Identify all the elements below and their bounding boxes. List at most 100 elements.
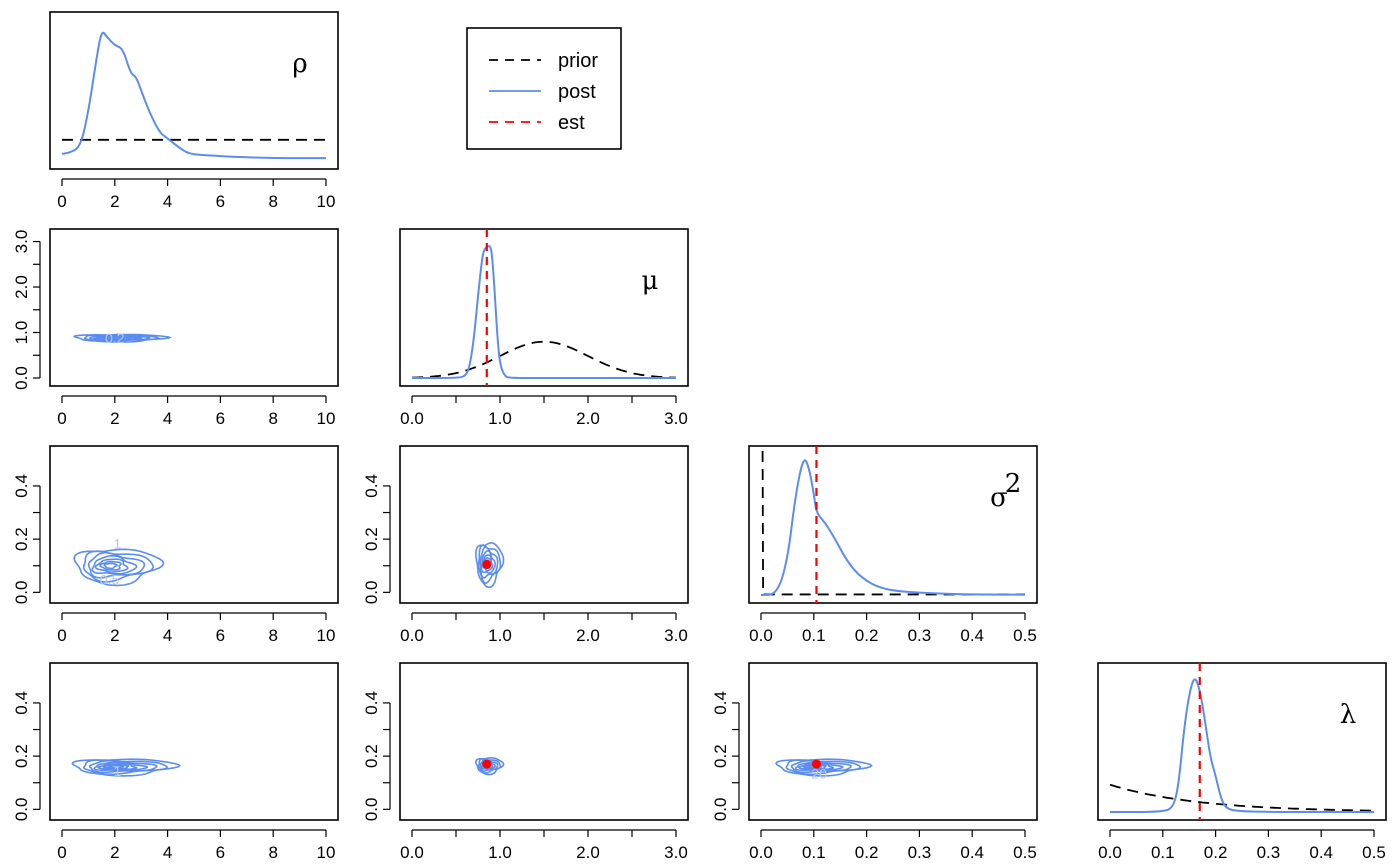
x-tick-label: 0.0: [749, 843, 773, 862]
contour-line: [91, 554, 138, 575]
x-tick-label: 3.0: [664, 843, 688, 862]
posterior-curve: [1110, 678, 1374, 813]
prior-curve: [411, 340, 677, 379]
x-tick-label: 3.0: [664, 626, 688, 645]
estimate-point: [482, 559, 492, 569]
x-tick-label: 0.5: [1013, 843, 1037, 862]
contour-label: 1: [114, 763, 122, 779]
x-tick-label: 10: [317, 843, 336, 862]
contour-line: [798, 762, 834, 771]
contour-line: [107, 764, 125, 769]
contour-line: [94, 558, 129, 573]
y-tick-label: 0.4: [362, 474, 381, 498]
posterior-curve: [61, 31, 326, 160]
posterior-curve: [411, 245, 676, 380]
y-tick-label: 0.0: [362, 798, 381, 822]
x-tick-label: 0.0: [400, 843, 424, 862]
x-tick-label: 0.2: [855, 843, 879, 862]
x-tick-label: 0.0: [400, 409, 424, 428]
x-tick-label: 0: [57, 409, 66, 428]
y-tick-label: 0.0: [362, 581, 381, 605]
y-tick-label: 0.2: [362, 527, 381, 551]
x-tick-label: 0.0: [400, 626, 424, 645]
x-tick-label: 8: [268, 192, 277, 211]
parameter-label: ρ: [292, 49, 307, 79]
density-panel-sigma2: σ2 0.0 0.1 0.2 0.3 0.4 0.5: [748, 445, 1038, 645]
contour-line: [105, 336, 121, 340]
pair-panel-rho-mu: 0.2 0 2 4 6 8 10 0.0 1.0 2.0 3.0: [12, 228, 339, 428]
x-tick-label: 4: [163, 192, 172, 211]
x-tick-label: 2: [110, 626, 119, 645]
x-tick-label: 6: [216, 843, 225, 862]
x-tick-label: 0.2: [1204, 843, 1228, 862]
pair-panel-rho-sigma2: 1 0.5 0 2 4 6 8 10 0.0 0.2 0.4: [12, 445, 339, 645]
posterior-curve: [760, 459, 1026, 596]
legend-box: [466, 27, 622, 150]
y-tick-label: 0.4: [362, 691, 381, 715]
contour-line: [474, 542, 505, 589]
x-tick-label: 4: [163, 843, 172, 862]
x-tick-label: 8: [268, 409, 277, 428]
contour-line: [478, 544, 502, 585]
contour-label: 20: [811, 766, 827, 782]
x-tick-label: 10: [317, 409, 336, 428]
contour-label: 0.5: [100, 571, 120, 587]
y-tick-label: 0.2: [12, 527, 31, 551]
parameter-label-superscript: 2: [1005, 469, 1022, 499]
x-tick-label: 1.0: [488, 626, 512, 645]
legend-label-prior: prior: [558, 50, 598, 72]
y-tick-label: 0.2: [12, 744, 31, 768]
x-tick-label: 0.4: [960, 626, 984, 645]
contour-line: [71, 758, 181, 777]
x-tick-label: 1.0: [488, 409, 512, 428]
x-tick-label: 0.0: [1098, 843, 1122, 862]
contour-line: [794, 761, 844, 772]
legend-label-post: post: [558, 81, 596, 103]
x-tick-label: 0: [57, 192, 66, 211]
x-tick-label: 0.0: [749, 626, 773, 645]
panel-frame: [49, 11, 339, 170]
legend: prior post est: [466, 27, 622, 150]
x-tick-label: 0: [57, 626, 66, 645]
panel-frame: [49, 228, 339, 387]
x-tick-label: 4: [163, 409, 172, 428]
x-tick-label: 1.0: [488, 843, 512, 862]
panel-frame: [49, 662, 339, 821]
x-tick-label: 0.1: [802, 843, 826, 862]
x-tick-label: 4: [163, 626, 172, 645]
y-tick-label: 0.2: [362, 744, 381, 768]
x-tick-label: 8: [268, 843, 277, 862]
x-tick-label: 0: [57, 843, 66, 862]
y-tick-label: 0.0: [12, 798, 31, 822]
y-tick-label: 0.2: [711, 744, 730, 768]
y-tick-label: 2.0: [12, 275, 31, 299]
contour-line: [102, 764, 130, 770]
x-tick-label: 0.5: [1362, 843, 1386, 862]
panel-frame: [399, 662, 689, 821]
x-tick-label: 6: [216, 192, 225, 211]
y-tick-label: 0.4: [12, 474, 31, 498]
x-tick-label: 8: [268, 626, 277, 645]
pair-panel-mu-sigma2: 0.0 1.0 2.0 3.0 0.0 0.2 0.4: [362, 445, 689, 645]
contour-line: [82, 550, 154, 583]
panel-frame: [399, 445, 689, 604]
x-tick-label: 3.0: [664, 409, 688, 428]
contour-label: 0.2: [105, 330, 125, 346]
contour-line: [474, 757, 505, 776]
estimate-point: [482, 759, 492, 769]
y-tick-label: 1.0: [12, 321, 31, 345]
y-tick-label: 0.0: [12, 366, 31, 390]
pair-panel-rho-lambda: 10 2 4 6 8 100.00.20.4: [12, 662, 339, 862]
y-tick-label: 0.4: [12, 691, 31, 715]
x-tick-label: 0.4: [1309, 843, 1333, 862]
contour-line: [97, 762, 138, 771]
x-tick-label: 0.5: [1013, 626, 1037, 645]
x-tick-label: 2: [110, 409, 119, 428]
x-tick-label: 6: [216, 626, 225, 645]
y-tick-label: 0.0: [711, 798, 730, 822]
contour-line: [103, 562, 118, 570]
panel-frame: [399, 228, 689, 387]
estimate-point: [811, 759, 821, 769]
panel-frame: [1097, 662, 1387, 821]
